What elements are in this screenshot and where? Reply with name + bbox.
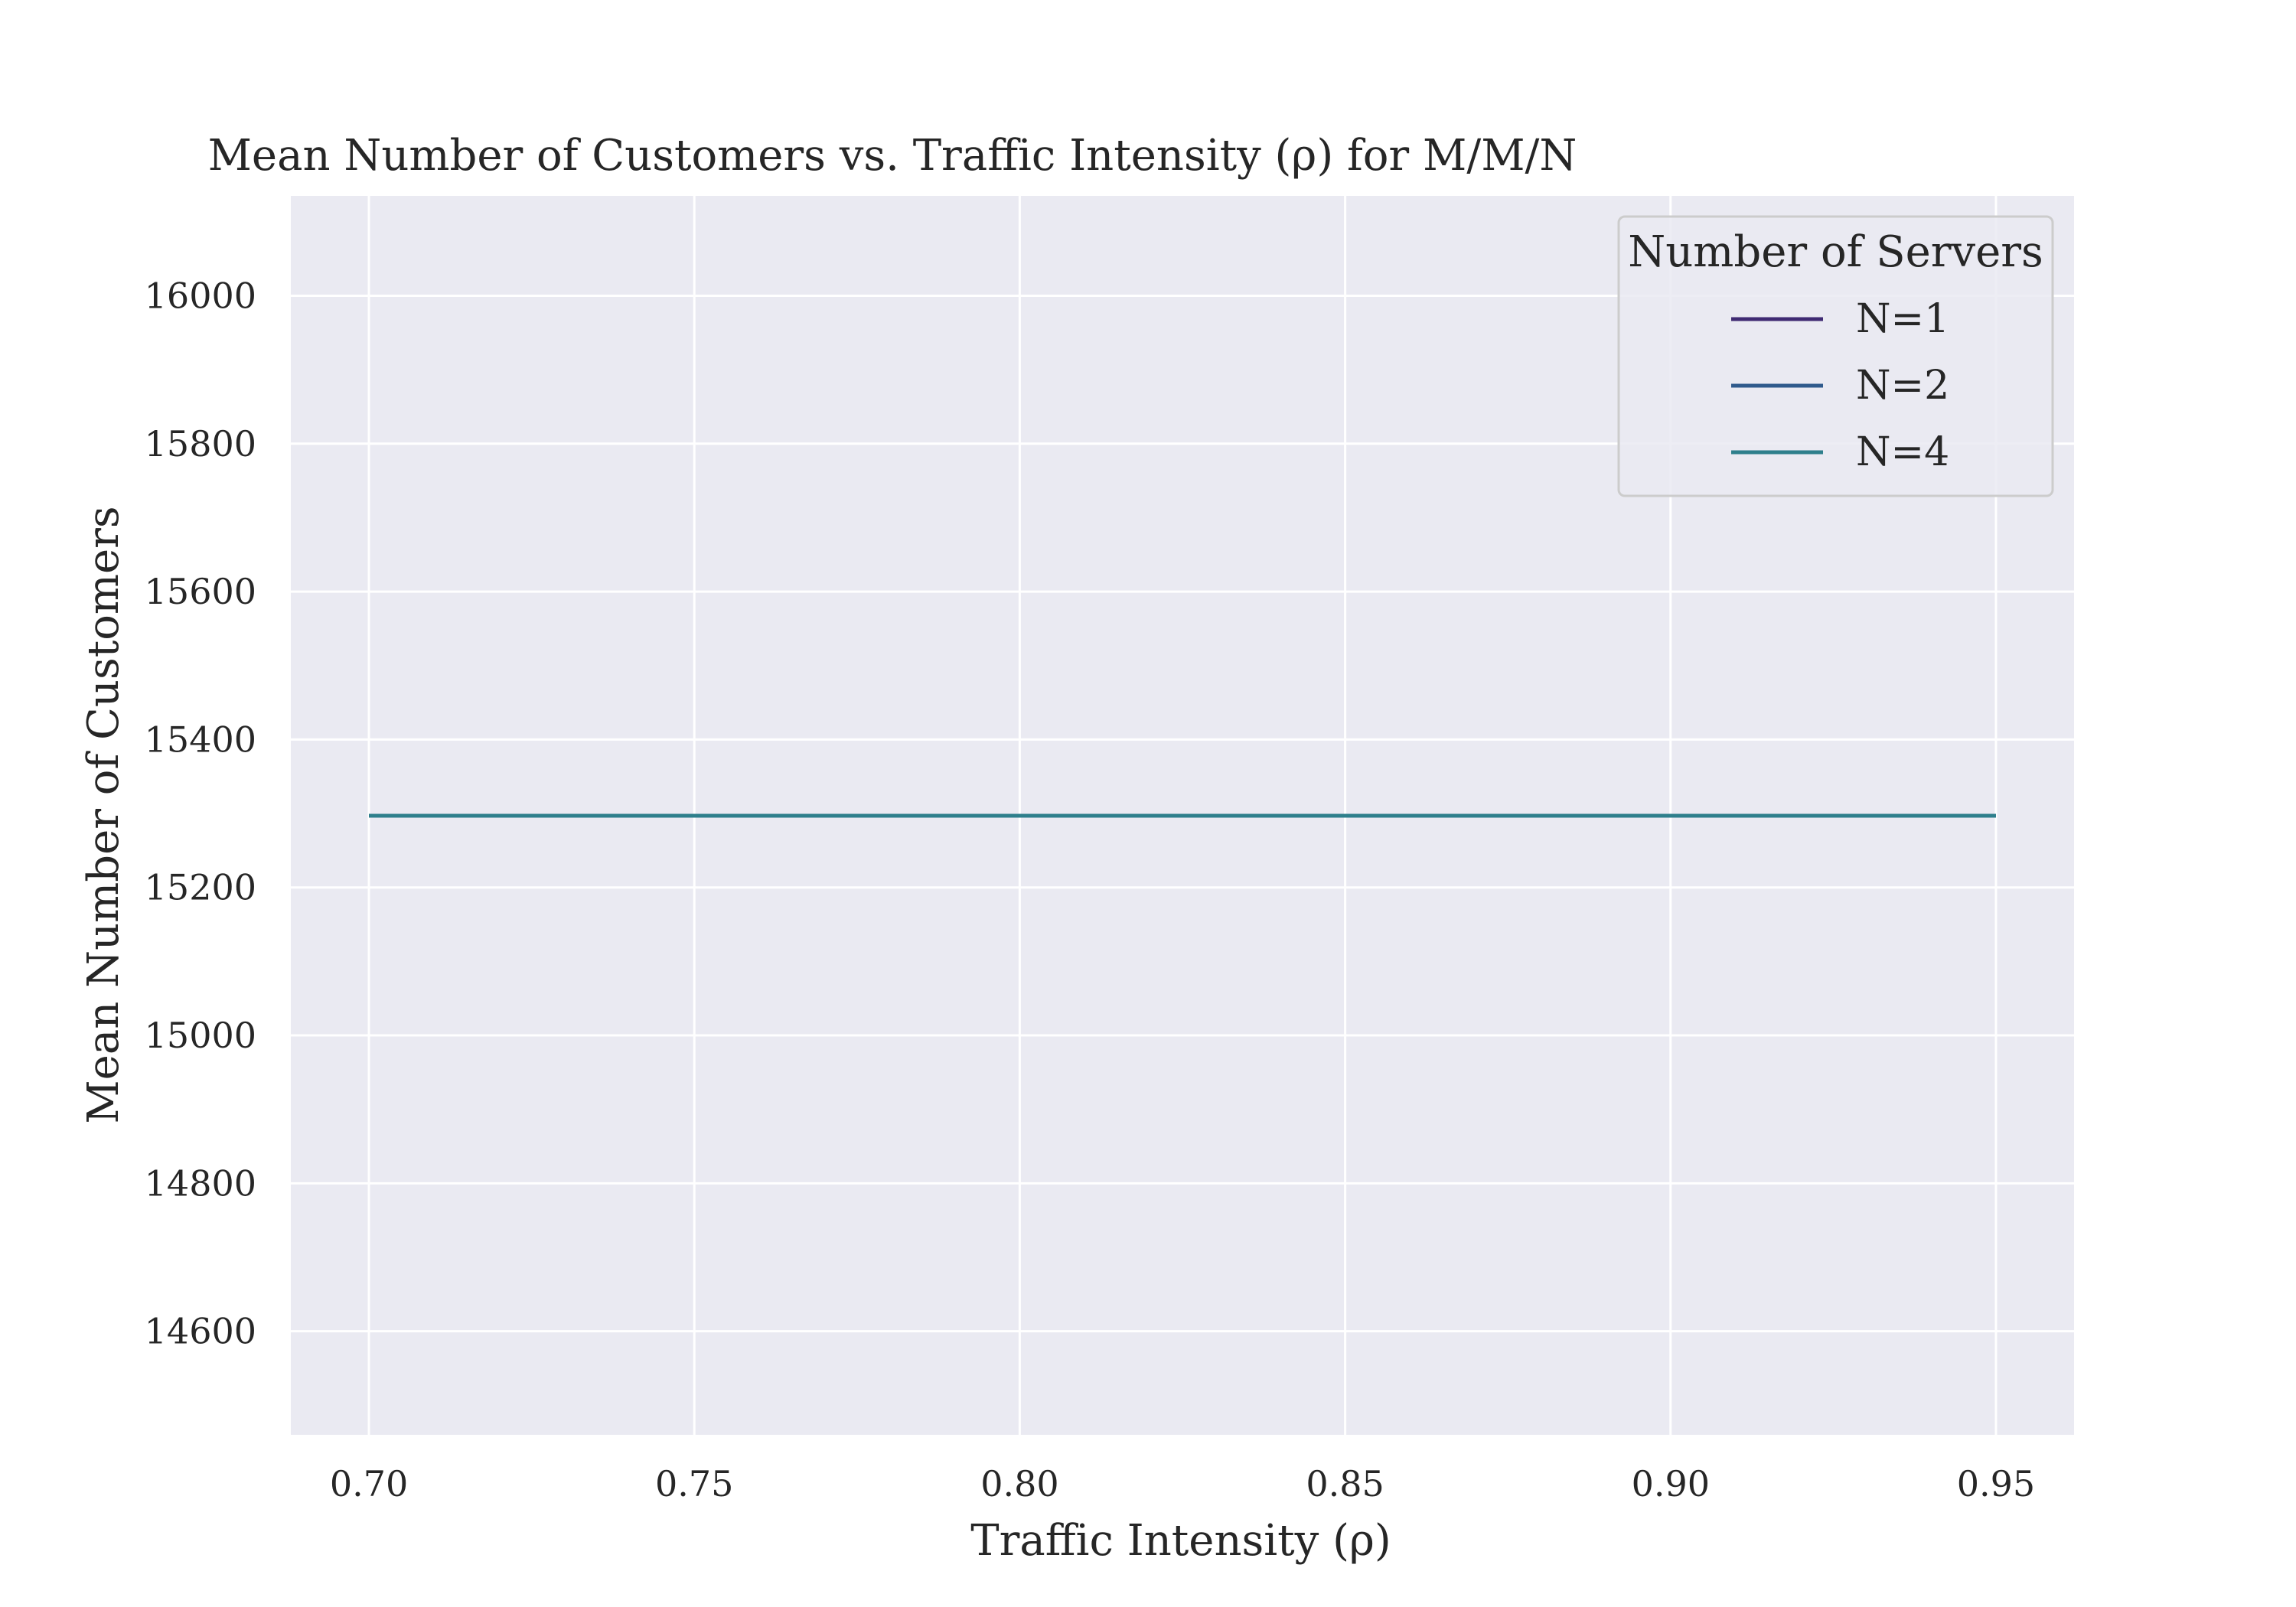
y-tick-label: 16000	[145, 275, 256, 316]
y-tick-label: 15600	[145, 571, 256, 612]
x-tick-label: 0.80	[980, 1463, 1058, 1504]
x-tick-label: 0.95	[1957, 1463, 2035, 1504]
y-tick-label: 14800	[145, 1162, 256, 1204]
x-tick-label: 0.90	[1632, 1463, 1710, 1504]
y-tick-label: 15200	[145, 867, 256, 908]
chart-title: Mean Number of Customers vs. Traffic Int…	[208, 131, 1577, 181]
y-tick-label: 15400	[145, 719, 256, 760]
x-tick-label: 0.75	[655, 1463, 733, 1504]
legend-box	[1617, 215, 2054, 497]
x-tick-label: 0.70	[330, 1463, 408, 1504]
y-axis-label: Mean Number of Customers	[79, 506, 129, 1123]
x-tick-label: 0.85	[1306, 1463, 1384, 1504]
y-axis: 14600 14800 15000 15200 15400 15600 15800 16000	[145, 275, 256, 1351]
legend: Number of Servers N=1 N=2 N=4	[1617, 215, 2054, 497]
legend-entry: N=1	[1856, 296, 1949, 342]
x-axis: 0.70 0.75 0.80 0.85 0.90 0.95	[330, 1463, 2035, 1504]
legend-entry: N=2	[1856, 363, 1949, 409]
legend-entry: N=4	[1856, 429, 1949, 475]
y-tick-label: 15000	[145, 1015, 256, 1056]
y-tick-label: 15800	[145, 423, 256, 464]
x-axis-label: Traffic Intensity (ρ)	[970, 1516, 1391, 1566]
y-tick-label: 14600	[145, 1311, 256, 1352]
legend-title: Number of Servers	[1628, 227, 2043, 277]
